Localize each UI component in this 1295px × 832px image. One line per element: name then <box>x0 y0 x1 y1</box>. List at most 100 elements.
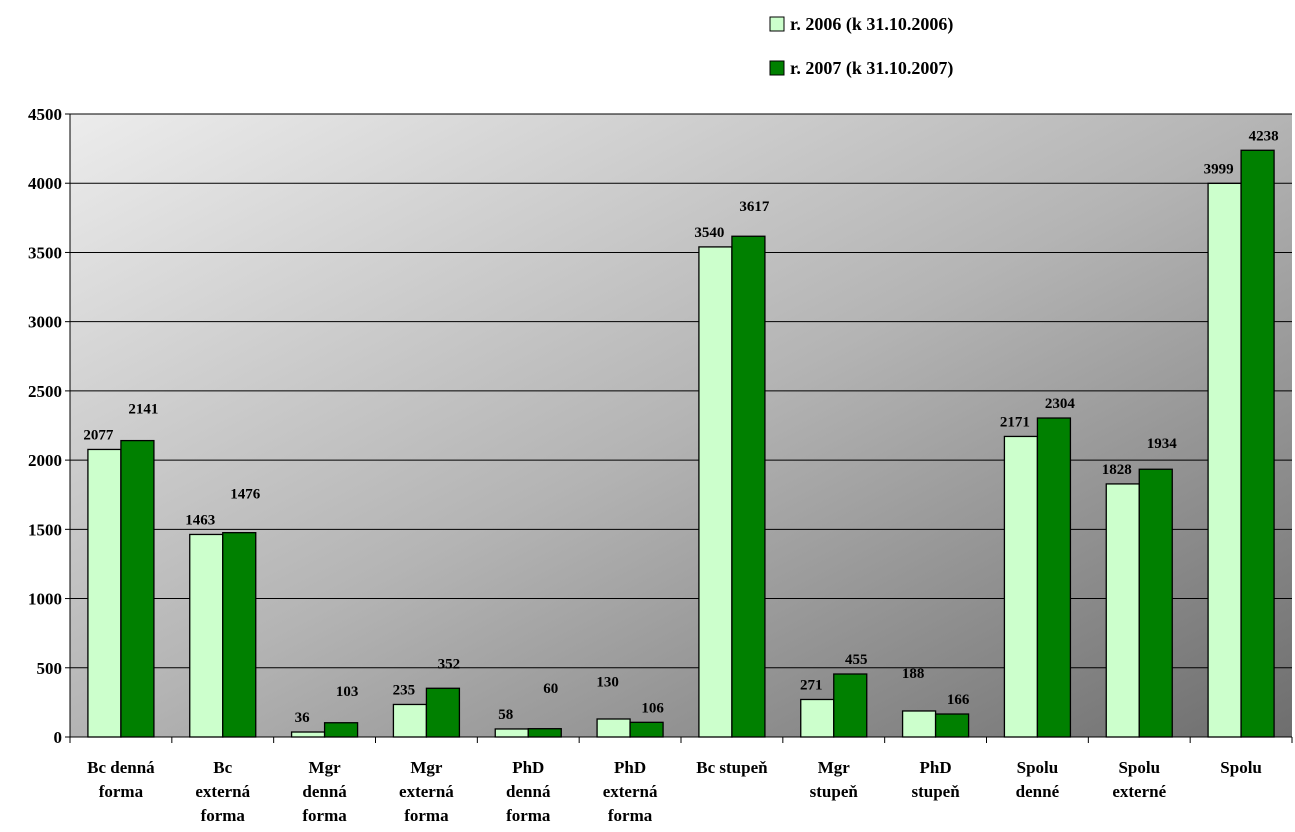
x-category-label-line: forma <box>99 782 144 801</box>
bar-2006 <box>698 246 733 738</box>
data-label-2006: 58 <box>498 707 513 723</box>
x-category-label: Spolu denné <box>1016 758 1060 801</box>
x-category-label: Bc stupeň <box>696 758 768 777</box>
data-label-2007: 106 <box>641 700 664 716</box>
x-category-label-line: Spolu <box>1017 758 1059 777</box>
bar-2006 <box>1207 182 1242 738</box>
data-label-2007: 1476 <box>230 486 261 502</box>
x-category-label-line: Spolu <box>1118 758 1160 777</box>
bar-2007 <box>425 687 461 738</box>
y-tick-label: 0 <box>54 728 63 747</box>
y-tick-label: 3000 <box>28 313 62 332</box>
bar-2006 <box>1105 483 1140 738</box>
x-category-label-line: Bc <box>213 758 232 777</box>
y-tick-label: 2000 <box>28 451 62 470</box>
x-category-label-line: forma <box>201 806 246 825</box>
x-category-label-line: Mgr <box>410 758 443 777</box>
bar-2006 <box>596 718 631 738</box>
x-category-label-line: Mgr <box>309 758 342 777</box>
x-category-label: Spolu <box>1220 758 1262 777</box>
legend-label-2007: r. 2007 (k 31.10.2007) <box>790 58 953 79</box>
x-category-label-line: externá <box>603 782 658 801</box>
x-category-label: Mgr stupeň <box>810 758 859 801</box>
bar-2006 <box>392 703 428 738</box>
data-labels: 2077 2141 1463 1476 36 103 235 352 58 60 130 106 354… <box>83 128 1278 726</box>
x-category-label-line: stupeň <box>911 782 960 801</box>
x-category-label-line: PhD <box>512 758 544 777</box>
data-label-2006: 1463 <box>185 512 215 528</box>
bar-2006 <box>800 698 835 738</box>
data-label-2007: 455 <box>845 652 868 668</box>
x-category-label-line: Mgr <box>818 758 851 777</box>
bar-2006 <box>189 533 224 738</box>
bar-2007 <box>323 722 359 738</box>
bar-2007 <box>120 439 155 738</box>
data-label-2007: 60 <box>543 681 558 697</box>
x-category-label-line: forma <box>302 806 347 825</box>
x-category-label: Bc denná forma <box>87 758 155 801</box>
bar-2006 <box>494 728 529 738</box>
x-category-label: PhD externá forma <box>603 758 658 825</box>
data-label-2007: 2141 <box>128 401 158 417</box>
bar-2007 <box>833 673 868 738</box>
x-category-label: PhD stupeň <box>911 758 960 801</box>
data-label-2006: 130 <box>596 674 619 690</box>
data-label-2007: 103 <box>336 684 359 700</box>
bar-2007 <box>731 235 766 738</box>
bar-2006 <box>901 710 937 738</box>
x-category-label-line: forma <box>404 806 449 825</box>
data-label-2006: 1828 <box>1102 462 1132 478</box>
legend-swatch-2007 <box>769 60 785 76</box>
data-label-2007: 1934 <box>1147 436 1178 452</box>
legend-swatch-2006 <box>769 16 785 32</box>
bar-2007 <box>629 721 664 738</box>
x-category-label-line: denná <box>302 782 347 801</box>
x-category-label-line: denné <box>1016 782 1060 801</box>
data-label-2006: 271 <box>800 677 823 693</box>
data-label-2007: 352 <box>438 656 461 672</box>
bar-2007 <box>1240 149 1275 738</box>
x-category-label: PhD denná forma <box>506 758 551 825</box>
y-tick-label: 1000 <box>28 590 62 609</box>
data-label-2007: 4238 <box>1249 128 1279 144</box>
bar-2007 <box>934 713 970 738</box>
bar-2007 <box>527 728 562 738</box>
x-category-label-line: stupeň <box>810 782 859 801</box>
data-label-2006: 235 <box>393 682 416 698</box>
bars <box>87 149 1275 738</box>
data-label-2006: 3540 <box>694 225 724 241</box>
bar-2007 <box>222 532 257 738</box>
legend: r. 2006 (k 31.10.2006) r. 2007 (k 31.10.… <box>769 14 953 79</box>
data-label-2006: 36 <box>295 710 311 726</box>
x-category-label-line: PhD <box>920 758 952 777</box>
y-tick-label: 500 <box>37 659 63 678</box>
x-category-label-line: denná <box>506 782 551 801</box>
x-category-label-line: Bc denná <box>87 758 155 777</box>
y-tick-label: 2500 <box>28 382 62 401</box>
bar-2006 <box>87 448 122 738</box>
data-label-2006: 188 <box>902 666 925 682</box>
x-category-label-line: forma <box>608 806 653 825</box>
plot-area <box>70 114 1292 737</box>
data-label-2007: 3617 <box>739 199 770 215</box>
legend-label-2006: r. 2006 (k 31.10.2006) <box>790 14 953 35</box>
bar-2006 <box>290 731 326 738</box>
bar-2007 <box>1138 468 1173 738</box>
data-label-2006: 2077 <box>83 427 114 443</box>
x-category-label-line: PhD <box>614 758 646 777</box>
x-category-label-line: forma <box>506 806 551 825</box>
y-tick-label: 1500 <box>28 520 62 539</box>
y-tick-label: 4500 <box>28 105 62 124</box>
data-label-2007: 2304 <box>1045 396 1076 412</box>
x-category-label: Mgr externá forma <box>399 758 454 825</box>
data-label-2007: 166 <box>947 692 970 708</box>
x-category-label: Spolu externé <box>1112 758 1166 801</box>
x-category-label-line: Bc stupeň <box>696 758 768 777</box>
data-label-2006: 3999 <box>1204 161 1234 177</box>
y-tick-label: 4000 <box>28 174 62 193</box>
axes: 0 500 1000 1500 2000 2500 3000 3500 4000 4500 Bc d… <box>28 105 1293 825</box>
x-category-label: Mgr denná forma <box>302 758 347 825</box>
data-label-2006: 2171 <box>1000 414 1030 430</box>
x-category-label-line: externá <box>399 782 454 801</box>
